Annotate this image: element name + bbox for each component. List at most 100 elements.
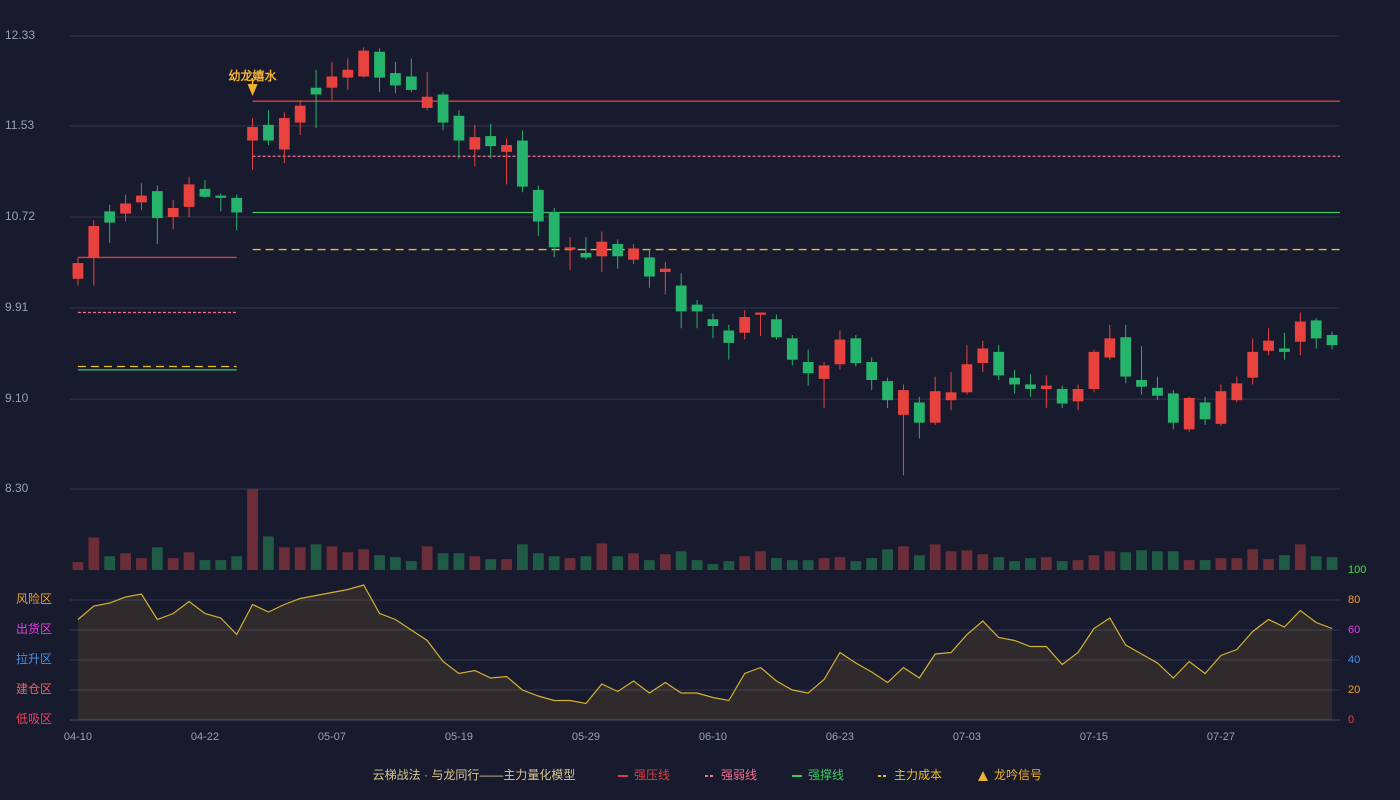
volume-bar xyxy=(945,551,957,570)
x-tick-label: 07-15 xyxy=(1080,731,1108,743)
candle-body xyxy=(1152,387,1163,396)
volume-bar xyxy=(866,558,878,570)
candle-body xyxy=(183,184,195,207)
volume-bar xyxy=(151,547,163,570)
y2-tick-label: 80 xyxy=(1348,594,1360,606)
candle-body xyxy=(104,211,116,223)
candle-body xyxy=(421,96,433,108)
y-tick-label: 11.53 xyxy=(5,118,34,132)
zone-label: 拉升区 xyxy=(16,651,52,666)
volume-bar xyxy=(739,556,751,570)
legend-label: 强压线 xyxy=(634,768,670,782)
candle-body xyxy=(913,402,925,423)
candle-body xyxy=(659,268,671,273)
volume-bar xyxy=(120,553,131,570)
candle-body xyxy=(88,225,100,258)
candle-body xyxy=(247,127,258,141)
volume-bar xyxy=(1104,551,1116,570)
candle-body xyxy=(1263,340,1274,351)
volume-bar xyxy=(834,557,846,570)
candle-body xyxy=(1025,384,1036,389)
volume-bar xyxy=(564,558,576,570)
candle-body xyxy=(1088,351,1100,389)
volume-bar xyxy=(421,546,433,570)
candle-body xyxy=(167,207,179,217)
volume-bar xyxy=(1231,558,1243,570)
volume-bar xyxy=(1199,560,1211,570)
candle-body xyxy=(596,241,608,257)
candle-body xyxy=(453,115,465,141)
candle-body xyxy=(580,252,592,258)
x-tick-label: 06-23 xyxy=(826,731,854,743)
candle-body xyxy=(882,381,893,401)
volume-bar xyxy=(659,554,671,570)
candle-body xyxy=(136,195,147,203)
x-tick-label: 07-03 xyxy=(953,731,981,743)
volume-bar xyxy=(390,557,401,570)
x-tick-label: 04-10 xyxy=(64,731,92,743)
candle-body xyxy=(1120,337,1132,377)
volume-bar xyxy=(898,546,909,570)
volume-bar xyxy=(88,537,100,570)
volume-bar xyxy=(453,553,465,570)
candle-body xyxy=(945,392,957,401)
candle-body xyxy=(802,361,814,374)
candle-body xyxy=(517,140,528,187)
candle-body xyxy=(866,361,878,380)
volume-bar xyxy=(977,554,989,570)
candle-body xyxy=(739,317,751,333)
volume-bar xyxy=(517,544,528,570)
candle-body xyxy=(358,50,370,77)
candle-body xyxy=(469,137,481,150)
x-tick-label: 06-10 xyxy=(699,731,727,743)
candle-body xyxy=(723,330,735,343)
zone-label: 出货区 xyxy=(16,621,52,636)
volume-bar xyxy=(231,556,243,570)
volume-bar xyxy=(1326,557,1338,570)
volume-bar xyxy=(1294,544,1306,570)
candle-body xyxy=(231,197,243,213)
volume-bar xyxy=(612,556,624,570)
volume-bar xyxy=(294,547,306,570)
candle-body xyxy=(1183,397,1195,430)
candle-body xyxy=(374,51,385,78)
candle-body xyxy=(1279,348,1290,352)
volume-bar xyxy=(675,551,687,570)
candle-body xyxy=(1310,320,1322,339)
volume-bar xyxy=(437,553,449,570)
volume-bar xyxy=(1279,555,1290,570)
volume-bar xyxy=(501,559,512,570)
legend-label: 龙吟信号 xyxy=(994,767,1042,782)
candle-body xyxy=(532,189,544,222)
volume-bar xyxy=(104,556,116,570)
candle-body xyxy=(278,118,290,150)
candle-body xyxy=(501,145,512,152)
volume-bar xyxy=(1088,555,1100,570)
volume-bar xyxy=(818,558,830,570)
legend-label: 主力成本 xyxy=(894,768,942,782)
volume-bar xyxy=(374,555,385,570)
candle-body xyxy=(612,243,624,257)
candle-body xyxy=(1326,335,1338,346)
legend-marker xyxy=(978,771,988,781)
legend-title: 云梯战法 · 与龙同行——主力量化模型 xyxy=(373,768,576,782)
volume-bar xyxy=(961,550,973,570)
volume-bar xyxy=(183,552,195,570)
candle-body xyxy=(72,263,84,279)
candle-body xyxy=(898,390,909,415)
y-tick-label: 9.91 xyxy=(5,300,29,314)
candle-body xyxy=(564,247,576,250)
candle-body xyxy=(485,136,497,147)
volume-bar xyxy=(913,555,925,570)
volume-bar xyxy=(1072,560,1084,570)
volume-bar xyxy=(278,547,290,570)
volume-bar xyxy=(1136,550,1147,570)
volume-bar xyxy=(786,560,798,570)
y-tick-label: 8.30 xyxy=(5,481,29,495)
volume-bar xyxy=(1009,561,1020,570)
y-tick-label: 10.72 xyxy=(5,209,35,223)
volume-bar xyxy=(1056,561,1068,570)
volume-bar xyxy=(628,553,639,570)
